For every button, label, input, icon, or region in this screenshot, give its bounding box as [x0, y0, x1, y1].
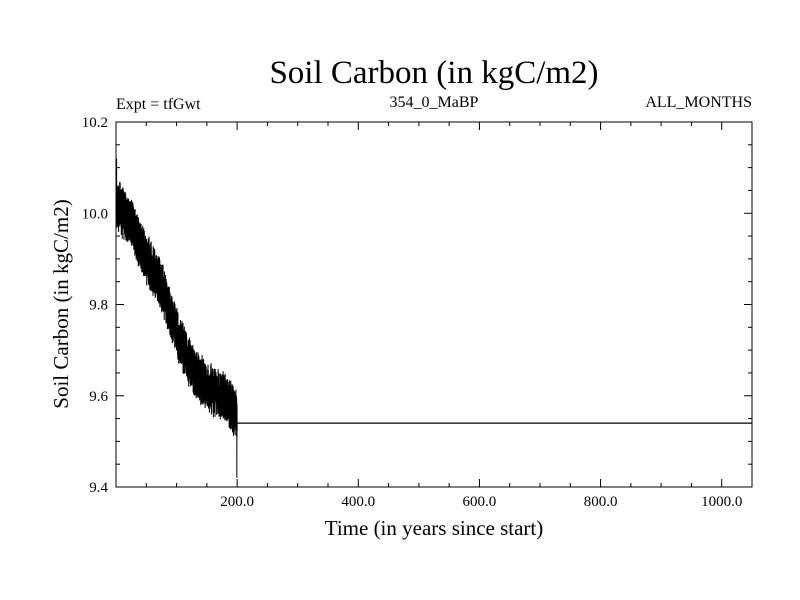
y-tick-label: 9.4 [89, 480, 108, 496]
y-tick-label: 10.0 [82, 206, 108, 222]
y-tick-label: 9.8 [89, 298, 108, 314]
x-tick-label: 1000.0 [701, 494, 742, 510]
y-axis-label: Soil Carbon (in kgC/m2) [49, 199, 73, 408]
data-series [115, 158, 752, 478]
x-tick-label: 200.0 [220, 494, 254, 510]
y-tick-label: 9.6 [89, 389, 108, 405]
plot-frame [115, 121, 753, 488]
x-tick-label: 400.0 [341, 494, 375, 510]
axis-ticks: 200.0 400.0 600.0 800.0 1000.0 9.4 9.6 9.8 10.0 1… [82, 115, 752, 510]
x-tick-label: 600.0 [463, 494, 497, 510]
noisy-series-line [115, 158, 238, 478]
chart-title: Soil Carbon (in kgC/m2) [269, 55, 598, 91]
x-tick-label: 800.0 [584, 494, 618, 510]
subtitle-months: ALL_MONTHS [645, 94, 752, 111]
y-tick-label: 10.2 [82, 115, 108, 131]
x-axis-label: Time (in years since start) [325, 516, 544, 540]
subtitle-period: 354_0_MaBP [390, 94, 479, 111]
subtitle-experiment: Expt = tfGwt [116, 96, 201, 113]
